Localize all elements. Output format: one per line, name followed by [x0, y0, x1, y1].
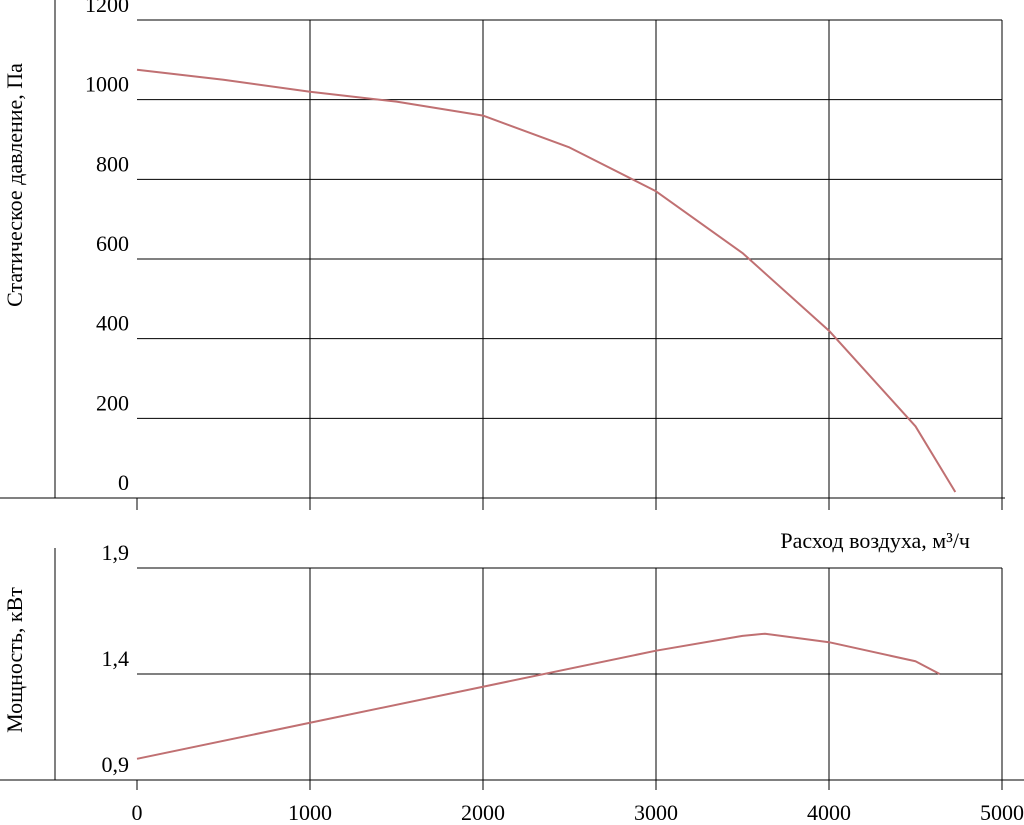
y-tick-label: 200 [96, 390, 129, 415]
x-tick-label: 0 [132, 800, 143, 825]
y-tick-label: 1,9 [102, 540, 130, 565]
data-line [136, 632, 941, 760]
y-tick-label: 1,4 [102, 646, 130, 671]
y-tick-label: 800 [96, 151, 129, 176]
x-tick-label: 4000 [807, 800, 851, 825]
y-tick-label: 400 [96, 311, 129, 336]
x-tick-label: 3000 [634, 800, 678, 825]
y-tick-label: 1200 [85, 0, 129, 17]
y-axis-title: Статическое давление, Па [2, 63, 27, 307]
y-tick-label: 0 [118, 470, 129, 495]
y-axis-title: Мощность, кВт [2, 587, 27, 733]
data-line [136, 68, 957, 493]
y-tick-label: 1000 [85, 72, 129, 97]
x-axis-title: Расход воздуха, м³/ч [780, 528, 970, 553]
y-tick-label: 600 [96, 231, 129, 256]
x-tick-label: 2000 [461, 800, 505, 825]
x-tick-label: 1000 [288, 800, 332, 825]
y-tick-label: 0,9 [102, 752, 130, 777]
x-tick-label: 5000 [980, 800, 1024, 825]
